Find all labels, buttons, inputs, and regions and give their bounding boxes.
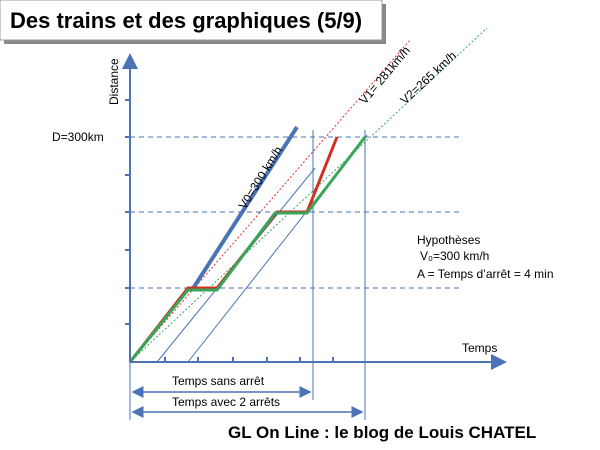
v2-line [129,27,488,363]
v0-label: V0=300 km/h [236,144,286,212]
y-axis-label: Distance [107,58,121,105]
axis-ticks [125,99,334,362]
distance-label: D=300km [52,130,104,144]
hyp-speed: V₀=300 km/h [420,249,489,263]
hyp-title: Hypothèses [417,233,480,247]
x-axis-label: Temps [462,341,497,355]
footer: GL On Line : le blog de Louis CHATEL [228,423,536,442]
v0-line [190,125,299,292]
title: Des trains et des graphiques (5/9) [10,8,362,33]
train-red [128,136,339,363]
no-stop-label: Temps sans arrêt [172,374,265,388]
train-green [128,136,367,363]
hyp-stop: A = Temps d’arrêt = 4 min [417,267,554,281]
title-box [0,0,383,41]
v1-line [129,39,411,363]
two-stops-label: Temps avec 2 arrêts [172,395,280,409]
